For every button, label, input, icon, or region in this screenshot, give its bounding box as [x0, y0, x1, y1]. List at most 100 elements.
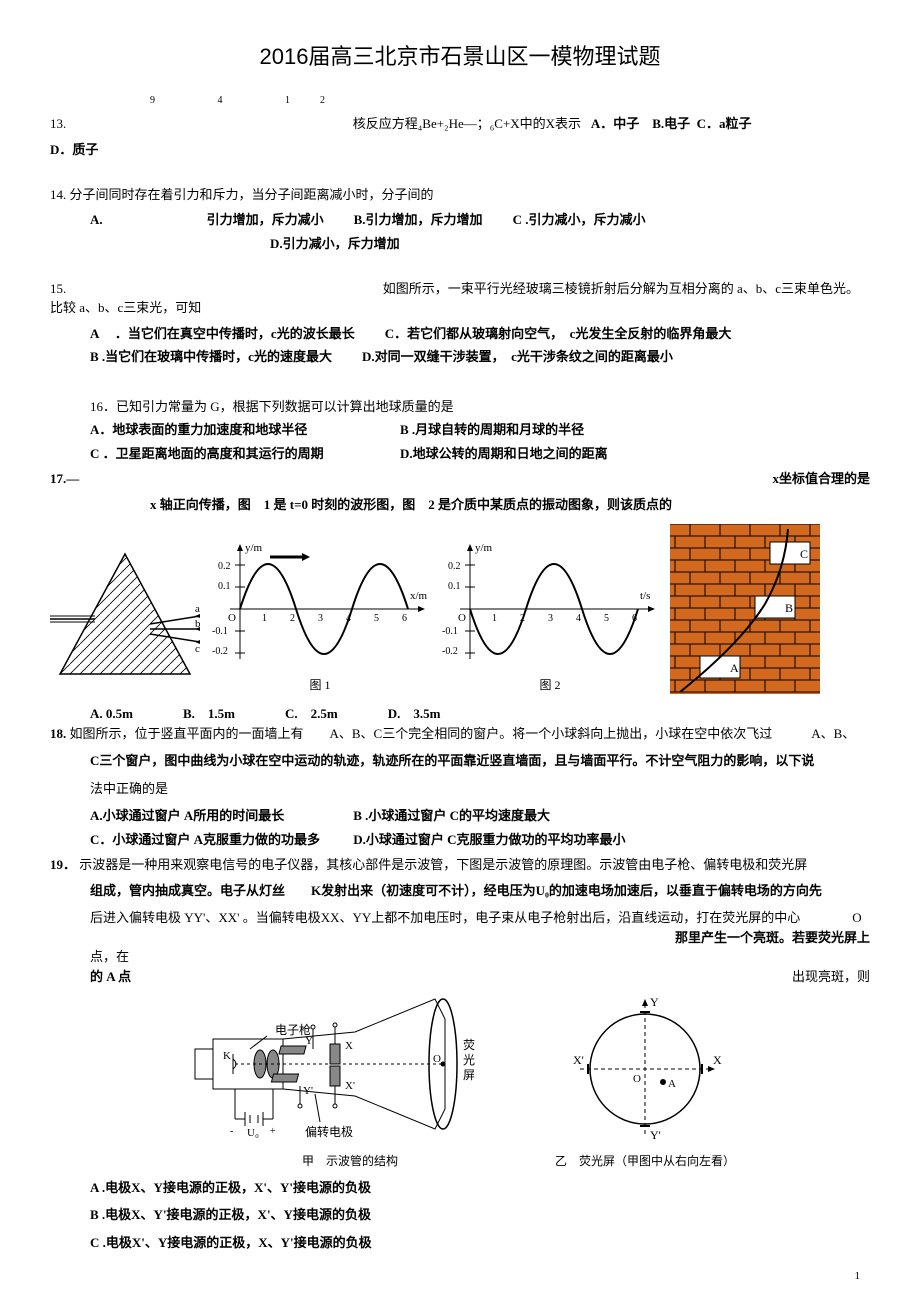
svg-text:y/m: y/m: [475, 542, 493, 554]
q13-optB: B.电子: [652, 116, 690, 131]
svg-text:2: 2: [290, 613, 295, 624]
q14-optD: D.引力减小，斥力增加: [270, 236, 400, 251]
q16-optB: B .月球自转的周期和月球的半径: [400, 420, 584, 440]
svg-text:x/m: x/m: [410, 590, 428, 602]
q15-num: 15.: [50, 281, 66, 296]
brick-wall-figure: C B A: [670, 524, 820, 694]
svg-text:-0.2: -0.2: [212, 646, 228, 657]
q19: 19． 示波器是一种用来观察电信号的电子仪器，其核心部件是示波管，下图是示波管的…: [50, 855, 870, 875]
svg-text:5: 5: [374, 613, 379, 624]
q15-optC: C．若它们都从玻璃射向空气， c光发生全反射的临界角最大: [385, 324, 732, 344]
svg-text:c: c: [195, 643, 200, 655]
wave-figure-2: y/m t/s 0.2 0.1 O -0.1 -0.2 1 2 3 4 5 6 …: [440, 539, 660, 695]
svg-text:+: +: [270, 1126, 276, 1137]
svg-text:Y: Y: [650, 995, 659, 1009]
q15-optB: B .当它们在玻璃中传播时，c光的速度最大: [90, 347, 332, 367]
q18-stem2: C三个窗户，图中曲线为小球在空中运动的轨迹，轨迹所在的平面靠近竖直墙面，且与墙面…: [90, 753, 814, 768]
q16-optD: D.地球公转的周期和日地之间的距离: [400, 444, 608, 464]
svg-text:5: 5: [604, 613, 609, 624]
svg-text:t/s: t/s: [640, 590, 650, 602]
svg-text:0.1: 0.1: [218, 581, 231, 592]
q13-stem: 核反应方程₄Be+₂He—；₆C+X中的X表示: [353, 116, 581, 131]
q14-stem: 分子间同时存在着引力和斥力，当分子间距离减小时，分子间的: [70, 187, 434, 202]
svg-text:U₀: U₀: [247, 1127, 259, 1139]
q16-optC: C ．卫星距离地面的高度和其运行的周期: [90, 444, 370, 464]
svg-text:-: -: [230, 1126, 233, 1137]
q17-num: 17.—: [50, 471, 79, 486]
q19-optB: B .电极X、Y'接电源的正极，X'、Y接电源的负极: [50, 1205, 870, 1225]
prism-figure: a b c: [50, 544, 200, 694]
q13: 13. 核反应方程₄Be+₂He—；₆C+X中的X表示 A．中子 B.电子 C．…: [50, 114, 870, 134]
svg-text:3: 3: [548, 613, 553, 624]
q19-p1: 示波器是一种用来观察电信号的电子仪器，其核心部件是示波管，下图是示波管的原理图。…: [79, 857, 807, 872]
svg-text:a: a: [195, 603, 200, 615]
svg-text:1: 1: [262, 613, 267, 624]
osc-left-caption: 甲 示波管的结构: [185, 1152, 515, 1170]
q19-p4: 点，在: [50, 947, 870, 967]
q18-optB: B .小球通过窗户 C的平均速度最大: [353, 808, 550, 823]
svg-text:X': X': [345, 1080, 355, 1092]
osc-right-caption: 乙 荧光屏（甲图中从右向左看）: [555, 1152, 735, 1170]
q19-p2: 组成，管内抽成真空。电子从灯丝 K发射出来（初速度可不计），经电压为U₀的加速电…: [50, 881, 870, 901]
q16-stem: 16．已知引力常量为 G，根据下列数据可以计算出地球质量的是: [90, 397, 454, 417]
q13-optA: A．中子: [591, 116, 639, 131]
q17-right: x坐标值合理的是: [772, 469, 870, 489]
q15-optA: A ．当它们在真空中传播时，c光的波长最长: [90, 324, 355, 344]
q14-optC: C .引力减小，斥力减小: [513, 210, 646, 230]
q17-optD: D. 3.5m: [388, 704, 441, 724]
q15-stem: 如图所示，一束平行光经玻璃三棱镜折射后分解为互相分离的 a、b、c三束单色光。比…: [50, 281, 859, 316]
q18: 18. 如图所示，位于竖直平面内的一面墙上有 A、B、C三个完全相同的窗户。将一…: [50, 724, 870, 744]
q19-optA: A .电极X、Y接电源的正极，X'、Y'接电源的负极: [50, 1178, 870, 1198]
svg-text:A: A: [730, 661, 739, 675]
q17-optB: B. 1.5m: [183, 704, 235, 724]
q13-optD: D．质子: [50, 140, 870, 160]
q18-optD: D.小球通过窗户 C克服重力做功的平均功率最小: [353, 832, 625, 847]
q14-optB: B.引力增加，斥力增加: [354, 210, 483, 230]
svg-text:Y': Y': [650, 1128, 661, 1142]
svg-text:3: 3: [318, 613, 323, 624]
q17-mid: x 轴正向传播，图 1 是 t=0 时刻的波形图，图 2 是介质中某质点的振动图…: [150, 497, 672, 512]
q14: 14. 分子间同时存在着引力和斥力，当分子间距离减小时，分子间的: [50, 185, 870, 205]
q17: 17.— x坐标值合理的是: [50, 469, 870, 489]
q15-optD: D.对同一双缝干涉装置， c光干涉条纹之间的距离最小: [362, 347, 673, 367]
svg-text:4: 4: [576, 613, 581, 624]
svg-text:X: X: [713, 1053, 722, 1067]
q18-stem3: 法中正确的是: [90, 781, 168, 796]
svg-text:0.1: 0.1: [448, 581, 461, 592]
q17-optA: A. 0.5m: [90, 704, 133, 724]
q19-p5: 的 A 点 出现亮斑，则: [50, 967, 870, 987]
q19-optC: C .电极X'、Y接电源的正极，X、Y'接电源的负极: [50, 1233, 870, 1253]
oscilloscope-figures: 电子枪 K Y Y' X X' O 荧 光 屏: [50, 994, 870, 1170]
svg-text:O: O: [228, 612, 236, 624]
figures-row: a b c y/m x/m 0.2 0.1 O -0.1 -0.2 1 2 3 …: [50, 524, 870, 694]
fig1-caption: 图 1: [210, 676, 430, 694]
q13-optC: C．a粒子: [697, 116, 752, 131]
svg-text:屏: 屏: [463, 1068, 475, 1082]
q19-p3: 后进入偏转电极 YY'、XX' 。当偏转电极XX、YY上都不加电压时，电子束从电…: [50, 908, 870, 928]
q17-optC: C. 2.5m: [285, 704, 338, 724]
svg-text:X: X: [345, 1040, 353, 1052]
q16-optA: A．地球表面的重力加速度和地球半径: [90, 420, 370, 440]
svg-text:b: b: [195, 618, 200, 630]
q18-optC: C．小球通过窗户 A克服重力做的功最多: [90, 830, 350, 850]
q14-optA: A. 引力增加，斥力减小: [90, 210, 324, 230]
svg-text:0.2: 0.2: [218, 561, 231, 572]
q14-num: 14.: [50, 187, 66, 202]
small-numbers: 9 4 12: [150, 93, 870, 108]
page-title: 2016届高三北京市石景山区一模物理试题: [50, 40, 870, 73]
svg-text:光: 光: [463, 1053, 475, 1067]
svg-text:O: O: [633, 1073, 641, 1085]
fig2-caption: 图 2: [440, 676, 660, 694]
svg-text:0.2: 0.2: [448, 561, 461, 572]
q15: 15. 如图所示，一束平行光经玻璃三棱镜折射后分解为互相分离的 a、b、c三束单…: [50, 279, 870, 318]
svg-text:荧: 荧: [463, 1038, 475, 1052]
svg-text:偏转电极: 偏转电极: [305, 1124, 353, 1139]
q13-num: 13.: [50, 116, 66, 131]
svg-text:A: A: [668, 1078, 676, 1090]
svg-text:O: O: [433, 1053, 441, 1065]
svg-text:y/m: y/m: [245, 542, 263, 554]
svg-text:-0.1: -0.1: [442, 626, 458, 637]
q19-num: 19．: [50, 857, 76, 872]
svg-text:6: 6: [402, 613, 407, 624]
svg-text:-0.2: -0.2: [442, 646, 458, 657]
